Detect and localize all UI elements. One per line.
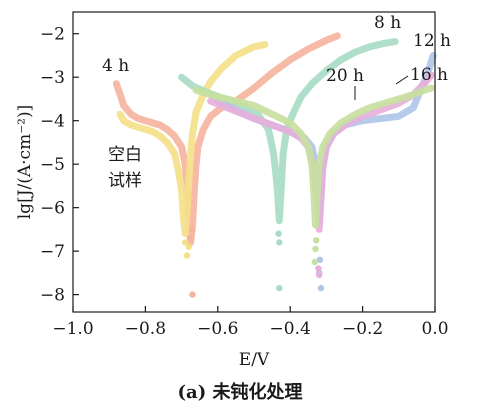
leader-16h	[395, 75, 409, 85]
x-tick-label: 0.0	[421, 319, 448, 339]
data-point-6-2	[311, 258, 318, 266]
data-point-4-3	[316, 256, 324, 263]
data-point-1-3	[189, 226, 196, 233]
x-tick-label: −0.2	[342, 319, 383, 339]
series-line-2	[116, 41, 269, 238]
label-4h: 4 h	[102, 56, 129, 76]
y-tick-label: −4	[40, 112, 65, 132]
series-line-1	[112, 32, 341, 246]
data-point-2-2	[182, 239, 189, 246]
y-tick-label: −5	[40, 155, 65, 175]
label-8h: 8 h	[374, 13, 401, 33]
data-point-4-1	[317, 284, 325, 292]
data-point-3-3	[275, 230, 282, 237]
data-point-6-3	[313, 237, 320, 244]
series-line-6	[192, 84, 435, 229]
y-axis-title: lg[J/(A·cm⁻²)]	[15, 105, 35, 220]
data-point-2-3	[185, 243, 192, 250]
x-tick-label: −0.4	[270, 319, 311, 339]
y-tick-label: −2	[40, 25, 65, 45]
label-12h: 12 h	[413, 31, 451, 51]
label-20h: 20 h	[326, 66, 364, 86]
data-point-1-2	[187, 234, 194, 242]
axes	[72, 11, 436, 313]
data-point-5-1	[316, 271, 323, 279]
data-point-2-1	[183, 252, 191, 259]
x-axis-title: E/V	[239, 350, 270, 370]
x-tick-label: −0.8	[125, 319, 166, 339]
data-point-1-1	[189, 291, 196, 298]
y-tick-label: −3	[40, 68, 65, 88]
ticks: −1.0 −0.8 −0.6 −0.4 −0.2 0.0 −8 −7 −6 −5 −4 −3 −2	[40, 25, 449, 339]
label-16h: 16 h	[410, 65, 448, 85]
data-point-3-1	[276, 284, 283, 292]
data-point-6-1	[312, 245, 319, 253]
data-point-3-2	[276, 239, 283, 246]
label-blank-line2: 试样	[108, 171, 142, 191]
y-tick-label: −8	[40, 286, 65, 306]
y-tick-label: −7	[40, 242, 65, 262]
label-blank-line1: 空白	[108, 145, 142, 165]
data-point-5-2	[315, 265, 322, 272]
x-tick-label: −0.6	[197, 319, 238, 339]
series-line-5	[207, 71, 435, 233]
y-tick-label: −6	[40, 199, 65, 219]
series-layer	[112, 32, 437, 298]
plot-frame	[72, 11, 436, 313]
figure-caption: (a) 未钝化处理	[178, 381, 303, 403]
x-tick-label: −1.0	[52, 319, 93, 339]
